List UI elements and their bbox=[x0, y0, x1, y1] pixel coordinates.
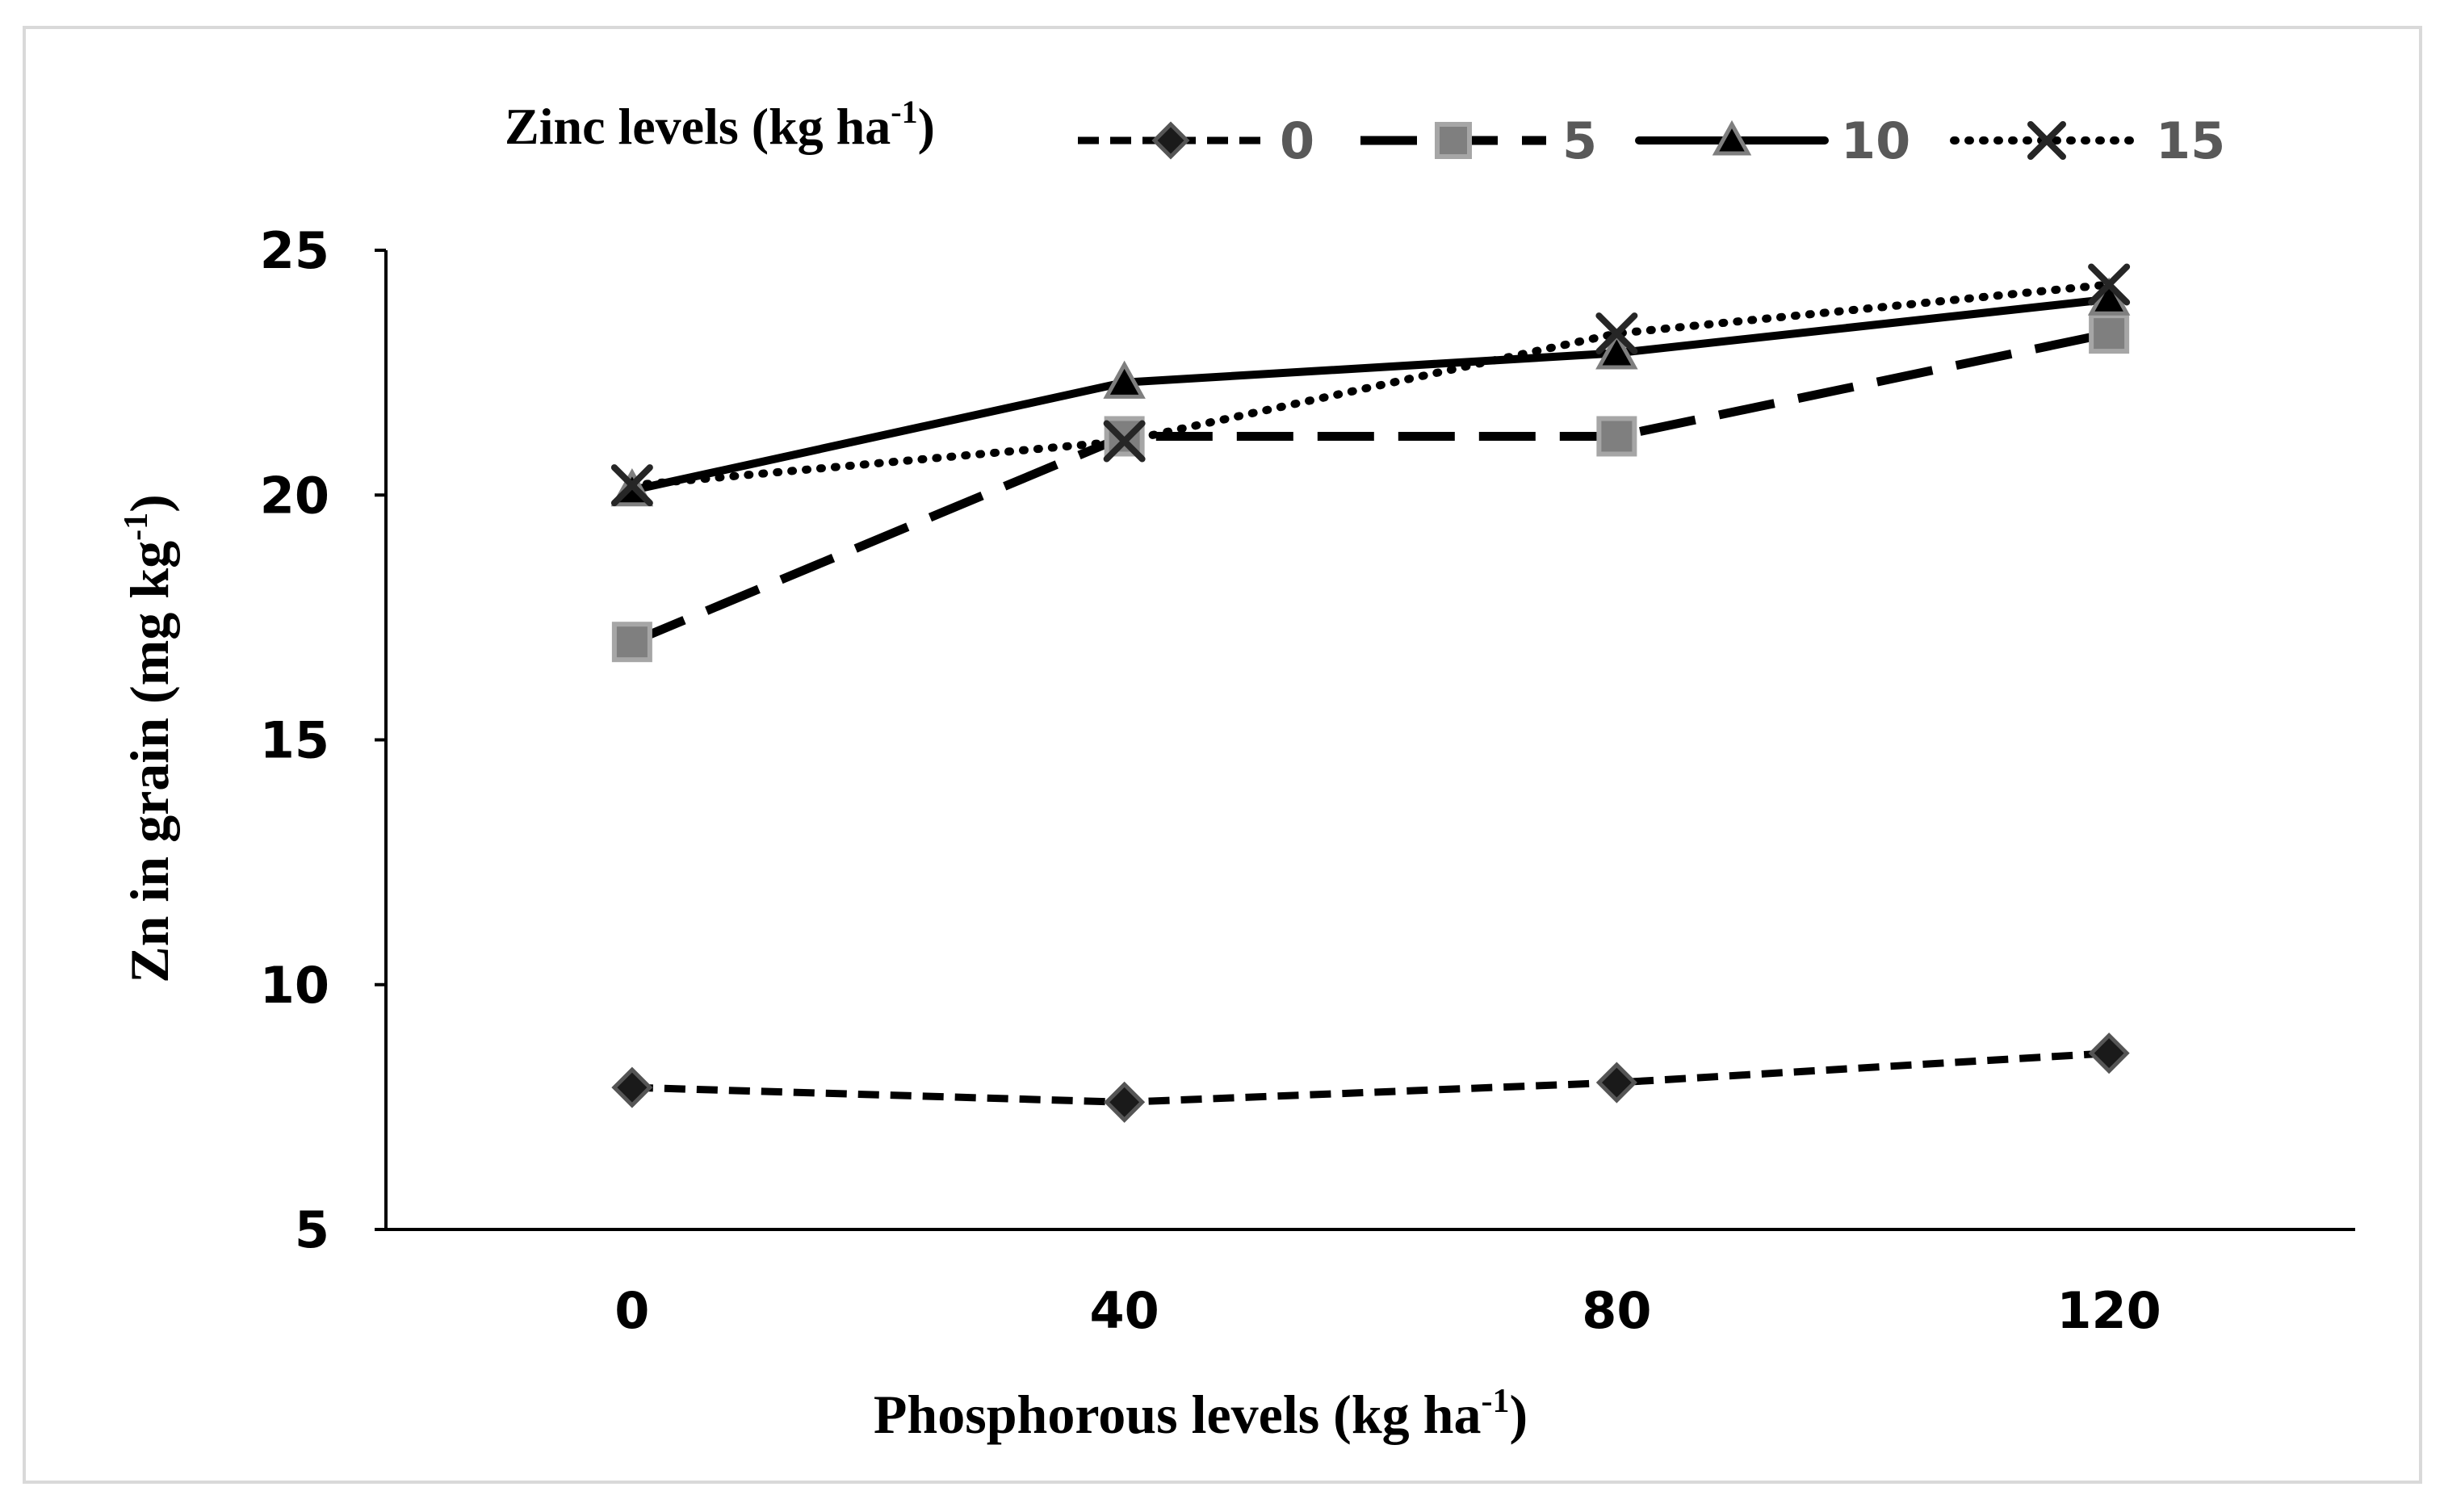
series-line-zinc-15 bbox=[627, 280, 2114, 490]
legend-title: Zinc levels (kg ha-1) bbox=[505, 94, 935, 155]
legend-marker-zinc-10 bbox=[1712, 119, 1752, 156]
legend-label-zinc-0: 0 bbox=[1280, 111, 1314, 170]
data-point-zinc-5 bbox=[1596, 416, 1637, 457]
legend-title-end: ) bbox=[918, 98, 935, 155]
data-point-zinc-15 bbox=[610, 464, 653, 507]
legend: Zinc levels (kg ha-1) 0 5 10 15 bbox=[505, 94, 2225, 170]
x-axis-title-sup: -1 bbox=[1481, 1383, 1509, 1420]
data-point-zinc-15 bbox=[2088, 263, 2131, 306]
data-point-zinc-0 bbox=[611, 1066, 653, 1108]
legend-marker-zinc-15 bbox=[2027, 121, 2066, 160]
data-point-zinc-0 bbox=[1595, 1062, 1637, 1104]
y-tick-label: 15 bbox=[260, 711, 329, 770]
series-line-zinc-5 bbox=[630, 329, 2111, 647]
x-tick-label: 120 bbox=[2056, 1281, 2161, 1340]
legend-label-zinc-10: 10 bbox=[1841, 111, 1910, 170]
y-tick-label: 20 bbox=[260, 466, 329, 525]
y-tick-label: 10 bbox=[260, 956, 329, 1015]
chart-frame bbox=[23, 26, 2422, 1484]
y-tick-label: 25 bbox=[260, 221, 329, 280]
y-axis-title-sup: -1 bbox=[118, 513, 155, 541]
data-point-zinc-5 bbox=[1104, 416, 1145, 457]
data-point-zinc-15 bbox=[1103, 420, 1146, 463]
y-axis-ticks: 5 10 15 20 25 bbox=[260, 221, 386, 1259]
y-axis-title-end: ) bbox=[119, 494, 180, 513]
legend-label-zinc-15: 15 bbox=[2156, 111, 2225, 170]
series-line-zinc-0 bbox=[631, 1049, 2110, 1106]
y-axis-title-text: Zn in grain (mg kg bbox=[119, 541, 180, 983]
x-axis-ticks: 0 40 80 120 bbox=[614, 1281, 2161, 1340]
x-axis-title: Phosphorous levels (kg ha-1) bbox=[874, 1383, 1528, 1445]
x-tick-label: 0 bbox=[614, 1281, 649, 1340]
series-line-zinc-10 bbox=[627, 295, 2114, 495]
data-point-zinc-15 bbox=[1595, 312, 1638, 355]
x-axis-title-text: Phosphorous levels (kg ha bbox=[874, 1384, 1482, 1445]
data-point-zinc-0 bbox=[1104, 1081, 1146, 1123]
data-point-zinc-10 bbox=[1103, 360, 1146, 399]
data-point-zinc-10 bbox=[1595, 331, 1638, 370]
data-point-zinc-5 bbox=[2089, 313, 2130, 354]
data-point-zinc-0 bbox=[2088, 1032, 2130, 1074]
y-tick-label: 5 bbox=[295, 1200, 329, 1259]
x-axis-title-end: ) bbox=[1509, 1384, 1528, 1445]
legend-title-sup: -1 bbox=[891, 94, 917, 130]
legend-marker-zinc-0 bbox=[1151, 121, 1190, 160]
legend-marker-zinc-5 bbox=[1435, 122, 1472, 159]
y-axis-title: Zn in grain (mg kg-1) bbox=[118, 494, 180, 983]
data-point-zinc-5 bbox=[611, 622, 652, 663]
x-tick-label: 40 bbox=[1089, 1281, 1159, 1340]
x-tick-label: 80 bbox=[1582, 1281, 1651, 1340]
legend-title-text: Zinc levels (kg ha bbox=[505, 98, 891, 155]
legend-label-zinc-5: 5 bbox=[1562, 111, 1597, 170]
